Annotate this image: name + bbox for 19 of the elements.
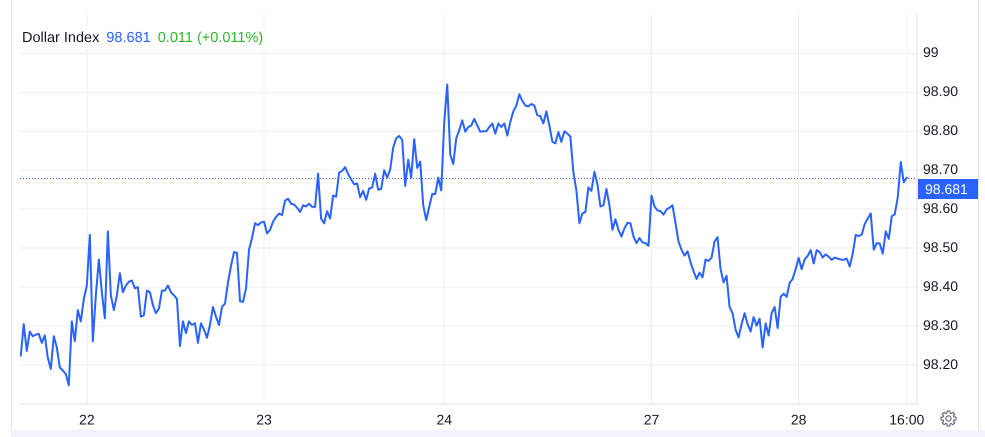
x-tick-label: 24 [436, 411, 452, 428]
y-tick-label: 98.80 [923, 122, 958, 138]
annotation: 98.681 [106, 30, 151, 46]
y-tick-label: 98.70 [923, 161, 958, 178]
y-tick-label: 99 [923, 44, 939, 60]
y-tick-label: 98.30 [923, 316, 958, 333]
y-tick-label: 98.20 [923, 356, 958, 372]
text: Dollar Index [22, 30, 100, 46]
x-tick-label: 16:00 [889, 411, 925, 428]
ref-line-label: 98.681 [925, 180, 968, 197]
x-tick-label: 22 [79, 411, 95, 428]
y-tick-label: 98.90 [923, 83, 958, 100]
x-tick-label: 27 [644, 411, 660, 428]
y-tick-label: 98.50 [923, 239, 958, 256]
y-tick-label: 98.60 [923, 200, 958, 216]
annotation: 0.011 (+0.011%) [158, 30, 264, 46]
x-tick-label: 28 [790, 411, 807, 428]
x-tick-label: 23 [256, 411, 272, 428]
y-tick-label: 98.40 [923, 278, 958, 294]
